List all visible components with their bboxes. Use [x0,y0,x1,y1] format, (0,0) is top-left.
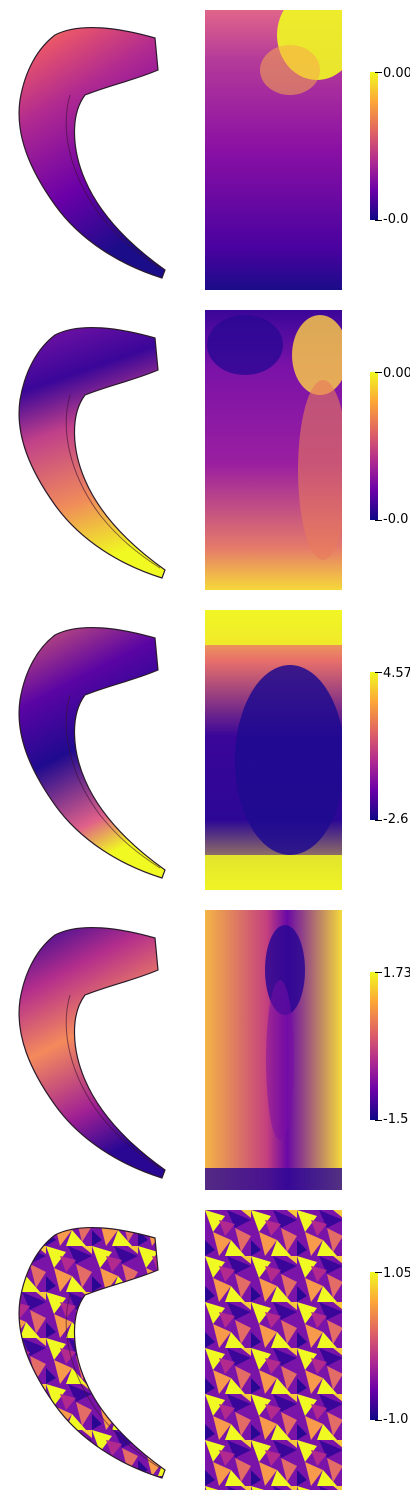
hippocampus-surface-3 [0,600,200,900]
colorbar-max-label-1: 0.00 [383,66,410,81]
panel-1: 0.00 -0.0 [0,0,410,300]
panel-5: 1.05 -1.0 [0,1200,410,1500]
flatmap-1 [205,10,342,290]
colorbar-max-label-3: 4.57 [383,666,410,681]
flatmap-5 [205,1210,342,1490]
colorbar-min-label-1: -0.0 [383,212,409,227]
colorbar-max-label-2: 0.00 [383,366,410,381]
colorbar-min-tick-2 [375,520,382,521]
colorbar-min-tick-3 [375,820,382,821]
flatmap-3 [205,610,342,890]
colorbar-min-label-5: -1.0 [383,1412,409,1427]
panel-2: 0.00 -0.0 [0,300,410,600]
colorbar-max-tick-1 [375,72,382,73]
hippocampus-surface-5 [0,1200,200,1500]
colorbar-3 [370,672,378,820]
hippocampus-surface-1 [0,0,200,300]
colorbar-5 [370,1272,378,1420]
colorbar-max-label-5: 1.05 [383,1266,410,1281]
colorbar-min-tick-4 [375,1120,382,1121]
colorbar-min-label-2: -0.0 [383,512,409,527]
colorbar-max-tick-2 [375,372,382,373]
colorbar-min-label-4: -1.5 [383,1112,409,1127]
flatmap-4 [205,910,342,1190]
colorbar-max-tick-3 [375,672,382,673]
colorbar-2 [370,372,378,520]
panel-3: 4.57 -2.6 [0,600,410,900]
flatmap-2 [205,310,342,590]
colorbar-max-tick-4 [375,972,382,973]
colorbar-min-tick-1 [375,220,382,221]
panel-4: 1.73 -1.5 [0,900,410,1200]
colorbar-4 [370,972,378,1120]
hippocampus-surface-2 [0,300,200,600]
colorbar-max-tick-5 [375,1272,382,1273]
colorbar-min-tick-5 [375,1420,382,1421]
colorbar-max-label-4: 1.73 [383,966,410,981]
colorbar-min-label-3: -2.6 [383,812,409,827]
colorbar-1 [370,72,378,220]
hippocampus-surface-4 [0,900,200,1200]
